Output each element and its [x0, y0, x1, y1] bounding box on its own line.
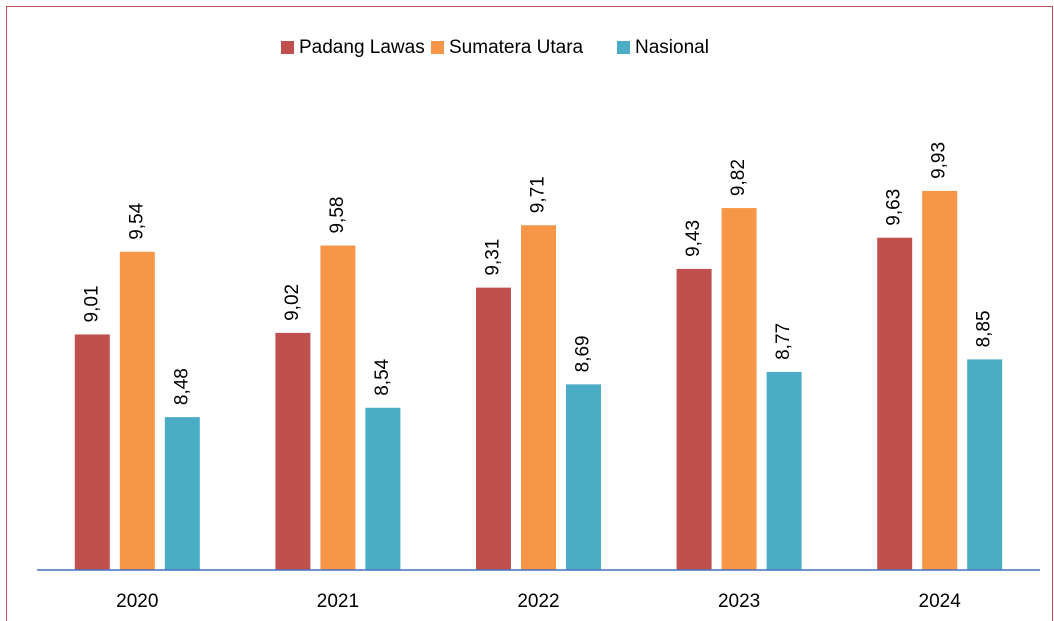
value-label: 9,82: [728, 159, 749, 196]
bar: [566, 384, 601, 570]
value-label: 9,02: [282, 284, 303, 321]
bar: [119, 251, 155, 570]
legend-swatch: [617, 41, 630, 54]
value-label: 9,43: [683, 220, 704, 257]
x-tick-label: 2021: [317, 591, 359, 612]
value-label: 9,58: [327, 197, 348, 234]
legend-label: Padang Lawas: [299, 37, 425, 58]
value-label: 9,31: [483, 239, 504, 276]
bar: [766, 371, 802, 570]
value-label: 8,48: [171, 368, 192, 405]
value-label: 8,69: [573, 335, 594, 372]
bar: [521, 225, 556, 571]
value-label: 9,71: [528, 176, 549, 213]
value-label: 8,85: [974, 310, 995, 347]
bar: [877, 237, 913, 570]
legend-swatch: [281, 41, 294, 54]
bar: [476, 287, 511, 570]
bar: [967, 359, 1003, 570]
bar: [275, 332, 311, 570]
value-label: 9,01: [81, 285, 102, 322]
legend-swatch: [431, 41, 444, 54]
bar: [365, 407, 401, 570]
chart-border: [6, 6, 1053, 621]
bar: [922, 190, 958, 571]
legend-label: Nasional: [635, 37, 709, 58]
x-tick-label: 2022: [517, 591, 559, 612]
value-label: 9,93: [929, 142, 950, 179]
x-tick-label: 2023: [718, 591, 760, 612]
value-label: 8,77: [773, 323, 794, 360]
x-tick-label: 2024: [919, 591, 962, 612]
value-label: 9,54: [126, 202, 147, 239]
bar: [320, 245, 356, 570]
bar: [164, 417, 200, 570]
legend-label: Sumatera Utara: [449, 37, 584, 58]
x-tick-label: 2020: [116, 591, 158, 612]
bar: [721, 208, 757, 570]
bar: [74, 334, 110, 570]
value-label: 8,54: [372, 358, 393, 395]
value-label: 9,63: [884, 189, 905, 226]
bar: [676, 268, 712, 570]
